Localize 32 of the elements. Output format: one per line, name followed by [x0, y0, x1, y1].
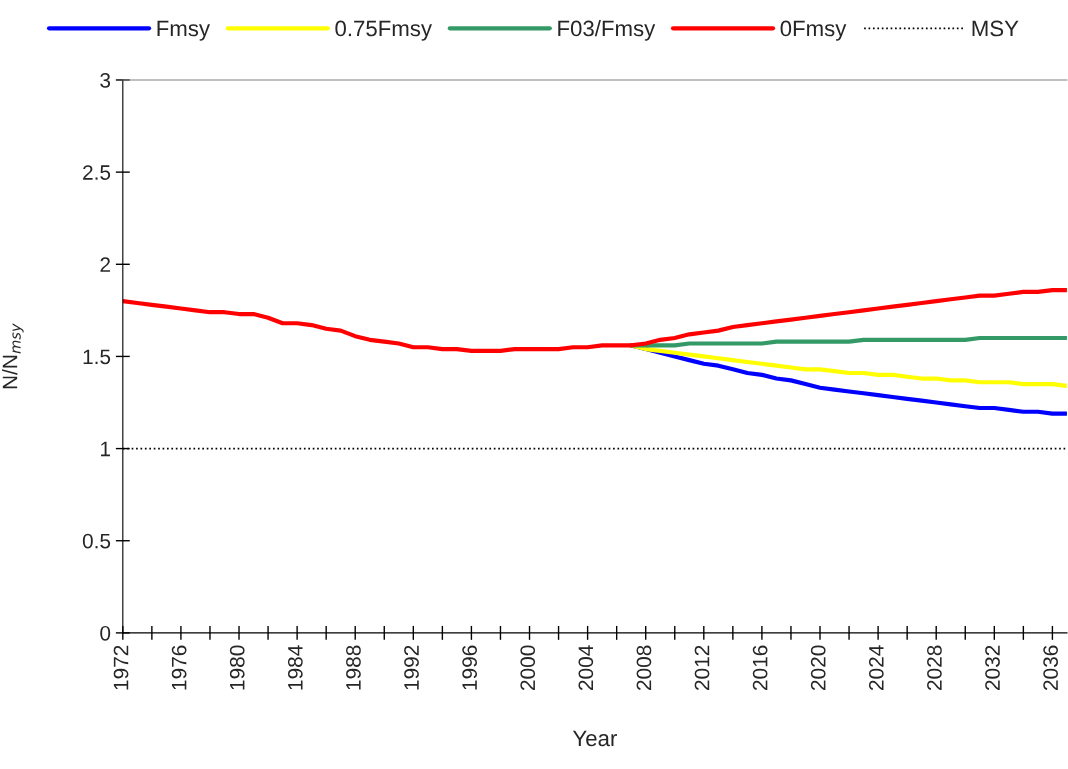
x-tick-label: 1996 — [462, 645, 478, 690]
y-tick-label: 3 — [100, 72, 111, 88]
x-axis-title: Year — [572, 730, 617, 747]
x-tick-label: 1988 — [346, 645, 361, 690]
x-tick-label: 1984 — [287, 645, 303, 690]
x-tick-label: 2020 — [810, 645, 826, 690]
y-tick-label: 0 — [100, 625, 111, 641]
legend-label: MSY — [972, 20, 1019, 37]
x-tick-label: 2000 — [520, 645, 536, 690]
legend-label: 0Fmsy — [780, 20, 847, 41]
x-tick-label: 1976 — [171, 645, 187, 690]
x-tick-label: 1992 — [404, 645, 419, 690]
y-tick-label: 2 — [100, 257, 110, 272]
x-tick-label: 2024 — [868, 645, 884, 690]
y-tick-label: 1.5 — [83, 349, 111, 365]
x-tick-label: 2012 — [694, 645, 710, 690]
y-axis-title: N/N$_{msy}$ — [2, 323, 24, 389]
y-tick-label: 0.5 — [82, 533, 111, 549]
legend-label: 0.75Fmsy — [335, 20, 432, 41]
legend-label: Fmsy — [157, 20, 210, 41]
x-tick-label: 2036 — [1043, 645, 1058, 690]
x-tick-label: 1972 — [113, 645, 129, 690]
x-tick-label: 2016 — [752, 645, 768, 690]
line-series — [122, 287, 1067, 353]
x-tick-label: 1980 — [229, 645, 245, 690]
legend-label: F03/Fmsy — [558, 20, 656, 41]
y-tick-label: 1 — [101, 441, 110, 457]
x-tick-label: 2032 — [985, 645, 1000, 690]
x-tick-label: 2008 — [636, 645, 652, 690]
y-tick-label: 2.5 — [83, 165, 111, 180]
x-tick-label: 2004 — [578, 645, 594, 690]
x-tick-label: 2028 — [927, 645, 942, 690]
